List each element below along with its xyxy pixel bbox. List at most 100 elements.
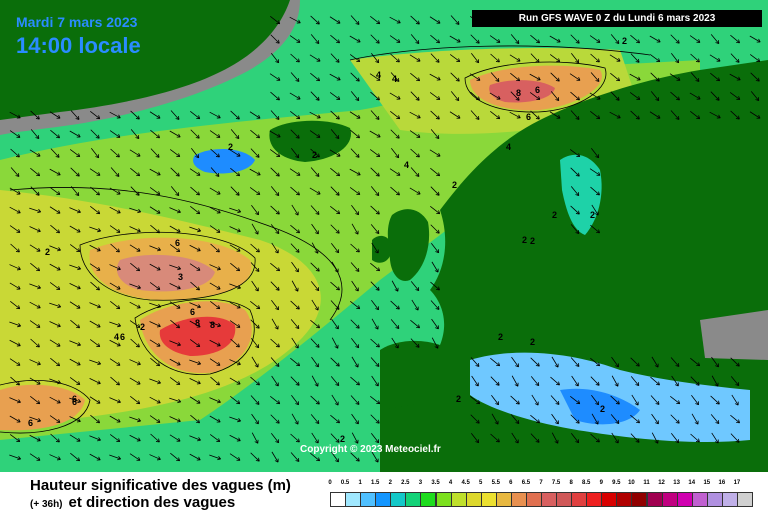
wave-direction-arrow	[351, 223, 359, 235]
wave-direction-arrow	[189, 359, 201, 365]
scale-tick-label: 9	[599, 480, 603, 486]
arrow-head	[176, 153, 181, 158]
wave-direction-arrow	[310, 167, 320, 177]
wave-direction-arrow	[729, 73, 741, 81]
wave-direction-arrow	[490, 376, 500, 386]
arrow-head	[136, 304, 141, 309]
arrow-head	[515, 40, 520, 44]
arrow-head	[236, 267, 241, 272]
wave-direction-arrow	[470, 91, 480, 101]
arrow-head	[236, 361, 241, 366]
scale-tick-label: 17	[733, 480, 741, 486]
wave-direction-arrow	[490, 433, 500, 443]
wave-direction-arrow	[250, 262, 260, 272]
wave-direction-arrow	[389, 16, 401, 24]
wave-direction-arrow	[29, 453, 41, 461]
legend-subtitle: et direction des vagues	[68, 494, 236, 511]
wave-direction-arrow	[430, 129, 440, 139]
arrow-head	[295, 248, 300, 253]
arrow-head	[315, 210, 320, 215]
wave-direction-arrow	[149, 111, 161, 119]
arrow-head	[215, 173, 220, 177]
wave-direction-arrow	[510, 414, 520, 424]
arrow-head	[354, 439, 359, 444]
arrow-head	[36, 380, 41, 385]
arrow-head	[394, 287, 399, 292]
wave-direction-arrow	[69, 434, 81, 442]
arrow-head	[56, 114, 61, 119]
wave-direction-arrow	[331, 394, 339, 406]
arrow-head	[77, 265, 81, 271]
wave-direction-arrow	[249, 168, 261, 176]
arrow-head	[76, 418, 81, 423]
wave-direction-arrow	[671, 375, 679, 387]
arrow-head	[696, 39, 701, 43]
arrow-head	[354, 230, 359, 235]
wave-direction-arrow	[550, 72, 560, 82]
wave-direction-arrow	[209, 206, 221, 214]
arrow-head	[116, 209, 121, 214]
wave-direction-arrow	[89, 359, 101, 365]
arrow-head	[96, 286, 100, 291]
arrow-head	[295, 401, 300, 406]
arrow-head	[436, 19, 441, 24]
color-swatch	[420, 492, 437, 507]
wave-direction-arrow	[49, 206, 61, 214]
wave-direction-arrow	[190, 281, 200, 291]
wave-direction-arrow	[10, 167, 20, 177]
arrow-head	[156, 114, 161, 119]
wave-direction-arrow	[89, 435, 101, 441]
wave-direction-arrow	[629, 73, 641, 81]
contour-value-label: 6	[28, 418, 33, 428]
wave-direction-arrow	[250, 376, 260, 386]
wave-direction-arrow	[229, 416, 241, 422]
wave-direction-arrow	[290, 243, 300, 253]
arrow-head	[235, 343, 240, 348]
color-swatch	[541, 492, 558, 507]
arrow-head	[356, 381, 360, 386]
arrow-head	[334, 268, 339, 273]
arrow-head	[255, 457, 260, 462]
wave-direction-arrow	[89, 320, 101, 328]
arrow-head	[674, 382, 679, 387]
arrow-head	[736, 39, 740, 44]
arrow-head	[16, 381, 20, 386]
color-swatch	[691, 492, 708, 507]
arrow-head	[97, 228, 101, 233]
wave-direction-arrow	[49, 454, 61, 460]
wave-direction-arrow	[289, 168, 301, 176]
contour-value-label: 2	[590, 210, 595, 220]
arrow-head	[576, 96, 580, 101]
wave-direction-arrow	[350, 300, 360, 310]
arrow-head	[696, 95, 701, 100]
wave-direction-arrow	[330, 357, 340, 367]
wave-direction-arrow	[290, 72, 300, 82]
arrow-head	[416, 57, 421, 62]
wave-direction-arrow	[189, 244, 201, 252]
wave-direction-arrow	[189, 263, 201, 271]
arrow-head	[635, 362, 640, 367]
wave-direction-arrow	[270, 414, 280, 424]
wave-direction-arrow	[9, 358, 21, 366]
wave-direction-arrow	[649, 54, 661, 62]
arrow-head	[475, 439, 480, 444]
color-swatch	[435, 492, 452, 507]
wave-direction-arrow	[250, 395, 260, 405]
wave-direction-arrow	[630, 433, 640, 443]
wave-direction-arrow	[369, 149, 381, 157]
arrow-head	[395, 134, 400, 139]
arrow-head	[36, 247, 41, 252]
arrow-head	[355, 248, 360, 253]
wave-direction-arrow	[109, 282, 121, 290]
wave-direction-arrow	[110, 300, 120, 310]
arrow-head	[235, 135, 240, 139]
wave-direction-arrow	[49, 187, 61, 195]
wave-direction-arrow	[390, 53, 400, 63]
wave-direction-arrow	[730, 414, 740, 424]
wave-direction-arrow	[510, 91, 520, 101]
wave-direction-arrow	[749, 54, 761, 62]
arrow-head	[55, 438, 60, 443]
wave-direction-arrow	[49, 302, 61, 308]
arrow-head	[176, 361, 181, 366]
color-swatch	[556, 492, 573, 507]
